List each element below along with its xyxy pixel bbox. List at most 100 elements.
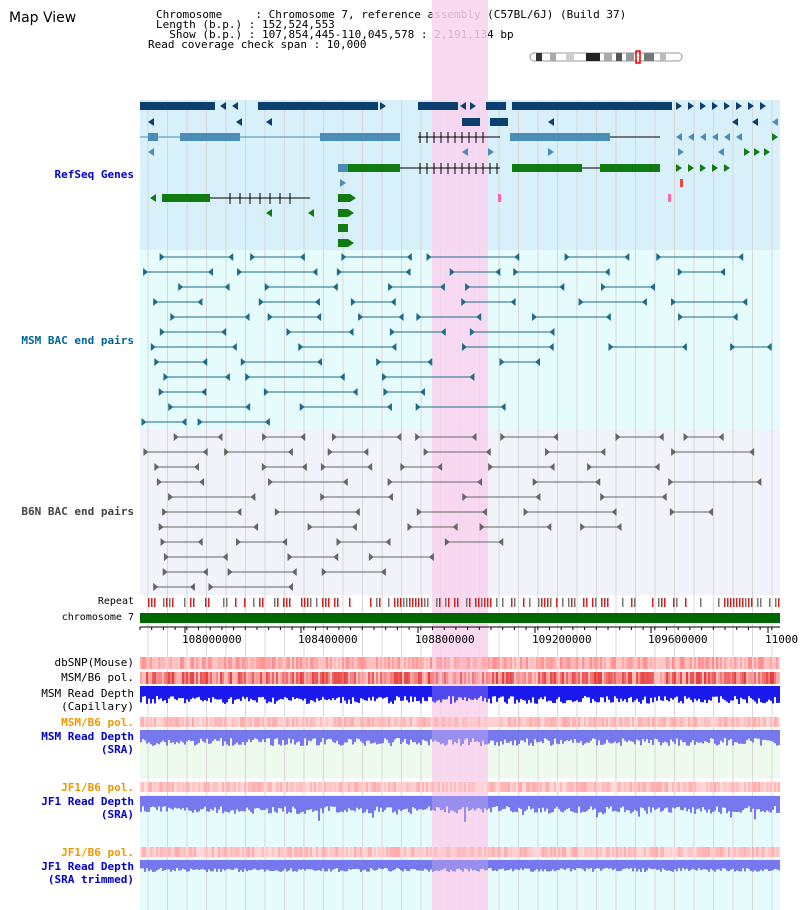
depth-bar <box>314 860 316 871</box>
depth-bar <box>156 686 158 697</box>
depth-bar <box>700 796 702 812</box>
bac-end-marker <box>469 328 475 336</box>
heat-cell <box>426 672 428 684</box>
depth-bar <box>682 730 684 743</box>
depth-bar <box>440 796 442 811</box>
depth-bar <box>148 796 150 812</box>
heat-cell <box>552 847 554 857</box>
depth-bar <box>218 860 220 869</box>
heat-cell <box>168 782 170 792</box>
heat-cell <box>566 657 568 669</box>
depth-bar <box>380 730 382 744</box>
heat-cell <box>468 847 470 857</box>
bac-end-marker <box>495 268 501 276</box>
heat-cell <box>598 847 600 857</box>
heat-cell <box>682 717 684 727</box>
bac-end-marker <box>601 283 607 291</box>
bac-end-marker <box>668 478 674 486</box>
depth-bar <box>418 796 420 810</box>
heat-cell <box>620 847 622 857</box>
repeat-mark <box>490 598 492 607</box>
heat-cell <box>266 672 268 684</box>
heat-cell <box>350 672 352 684</box>
heat-cell <box>652 672 654 684</box>
depth-bar <box>450 796 452 811</box>
depth-bar <box>734 860 736 872</box>
heat-cell <box>726 847 728 857</box>
heat-cell <box>584 847 586 857</box>
gene-arrow <box>688 102 694 110</box>
heat-cell <box>526 672 528 684</box>
heat-cell <box>152 847 154 857</box>
depth-bar <box>608 686 610 700</box>
depth-bar <box>270 796 272 814</box>
heat-cell <box>184 657 186 669</box>
heat-cell <box>636 717 638 727</box>
gene-block <box>680 179 683 187</box>
heat-cell <box>146 782 148 792</box>
depth-bar <box>586 796 588 811</box>
depth-bar <box>652 686 654 703</box>
heat-cell <box>390 657 392 669</box>
heat-cell <box>284 782 286 792</box>
heat-cell <box>290 847 292 857</box>
depth-bar <box>158 860 160 870</box>
heat-cell <box>734 657 736 669</box>
bac-end-marker <box>143 448 149 456</box>
depth-bar <box>188 860 190 872</box>
heat-cell <box>684 717 686 727</box>
track-label-msm-bac[interactable]: MSM BAC end pairs <box>21 334 134 347</box>
depth-bar <box>168 796 170 808</box>
depth-bar <box>686 730 688 746</box>
heat-cell <box>612 657 614 669</box>
depth-bar <box>602 730 604 745</box>
heat-cell <box>430 717 432 727</box>
heat-cell <box>554 847 556 857</box>
heat-cell <box>438 782 440 792</box>
heat-cell <box>472 847 474 857</box>
heat-cell <box>574 847 576 857</box>
heat-cell <box>616 782 618 792</box>
depth-bar <box>314 686 316 703</box>
heat-cell <box>546 657 548 669</box>
heat-cell <box>604 782 606 792</box>
heat-cell <box>312 847 314 857</box>
depth-bar <box>410 730 412 740</box>
heat-cell <box>376 847 378 857</box>
depth-bar <box>556 796 558 807</box>
depth-bar <box>770 730 772 741</box>
depth-bar <box>630 860 632 869</box>
bac-end-marker <box>208 583 214 591</box>
heat-cell <box>630 717 632 727</box>
heat-cell <box>762 847 764 857</box>
track-label-refseq[interactable]: RefSeq Genes <box>54 168 134 181</box>
heat-cell <box>308 672 310 684</box>
depth-bar <box>222 686 224 703</box>
depth-bar <box>506 686 508 704</box>
track-label-b6n-bac[interactable]: B6N BAC end pairs <box>21 505 134 518</box>
depth-bar <box>260 796 262 810</box>
heat-cell <box>322 657 324 669</box>
heat-cell <box>486 782 488 792</box>
heat-cell <box>256 717 258 727</box>
depth-bar <box>564 860 566 870</box>
bac-end-marker <box>160 538 166 546</box>
depth-bar <box>736 860 738 871</box>
heat-cell <box>412 657 414 669</box>
heat-cell <box>142 782 144 792</box>
heat-cell <box>696 847 698 857</box>
depth-bar <box>426 796 428 809</box>
depth-bar <box>568 796 570 809</box>
heat-cell <box>262 657 264 669</box>
bac-end-marker <box>150 343 156 351</box>
depth-bar <box>454 730 456 743</box>
heat-cell <box>146 672 148 684</box>
depth-bar <box>498 730 500 746</box>
depth-bar <box>442 860 444 870</box>
heat-cell <box>576 782 578 792</box>
depth-bar <box>724 730 726 739</box>
depth-bar <box>346 860 348 872</box>
heat-cell <box>606 782 608 792</box>
depth-bar <box>632 686 634 703</box>
depth-bar <box>362 730 364 744</box>
